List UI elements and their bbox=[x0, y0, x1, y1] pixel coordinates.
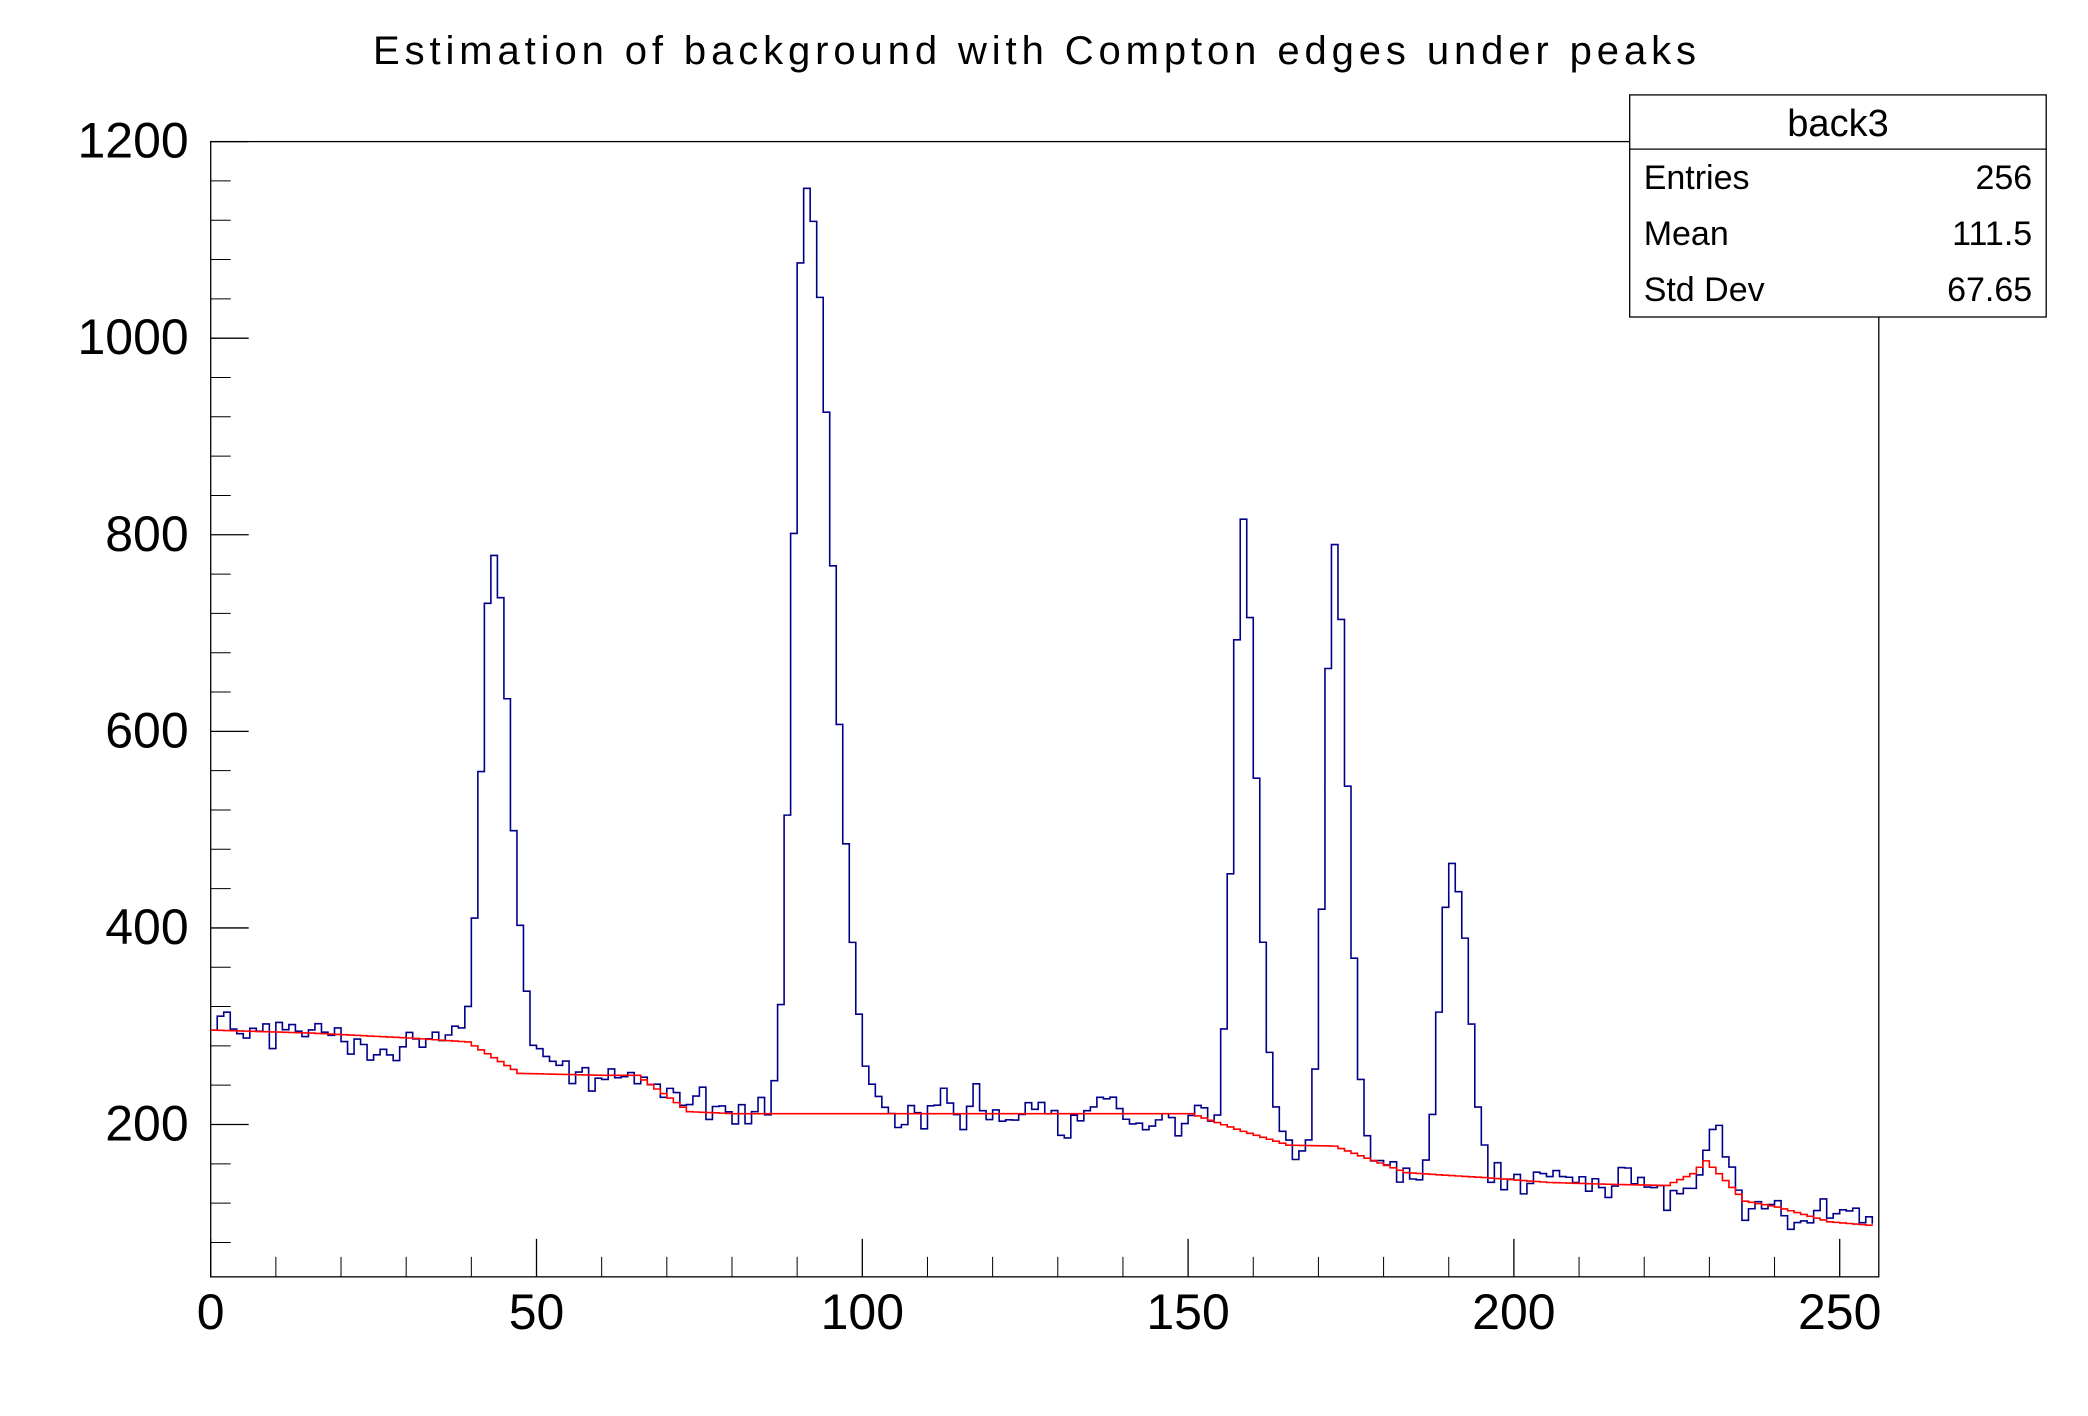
svg-text:400: 400 bbox=[105, 899, 188, 955]
svg-text:111.5: 111.5 bbox=[1952, 215, 2032, 253]
svg-text:100: 100 bbox=[821, 1284, 904, 1340]
svg-text:150: 150 bbox=[1146, 1284, 1229, 1340]
svg-text:Mean: Mean bbox=[1644, 215, 1729, 253]
svg-text:back3: back3 bbox=[1787, 103, 1888, 145]
svg-text:250: 250 bbox=[1798, 1284, 1881, 1340]
svg-text:200: 200 bbox=[105, 1096, 188, 1152]
svg-text:1000: 1000 bbox=[77, 309, 188, 365]
svg-text:67.65: 67.65 bbox=[1947, 271, 2032, 309]
svg-text:Entries: Entries bbox=[1644, 159, 1750, 197]
svg-text:800: 800 bbox=[105, 506, 188, 562]
svg-text:50: 50 bbox=[509, 1284, 565, 1340]
svg-text:Std Dev: Std Dev bbox=[1644, 271, 1765, 309]
svg-text:200: 200 bbox=[1472, 1284, 1555, 1340]
svg-text:1200: 1200 bbox=[77, 113, 188, 169]
svg-text:0: 0 bbox=[197, 1284, 225, 1340]
svg-text:256: 256 bbox=[1975, 159, 2032, 197]
svg-text:600: 600 bbox=[105, 702, 188, 758]
svg-text:Estimation of background with: Estimation of background with Compton ed… bbox=[373, 29, 1701, 73]
